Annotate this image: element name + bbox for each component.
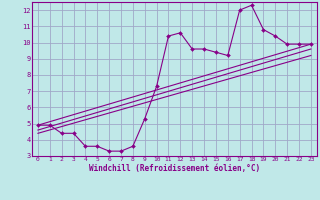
X-axis label: Windchill (Refroidissement éolien,°C): Windchill (Refroidissement éolien,°C) xyxy=(89,164,260,173)
